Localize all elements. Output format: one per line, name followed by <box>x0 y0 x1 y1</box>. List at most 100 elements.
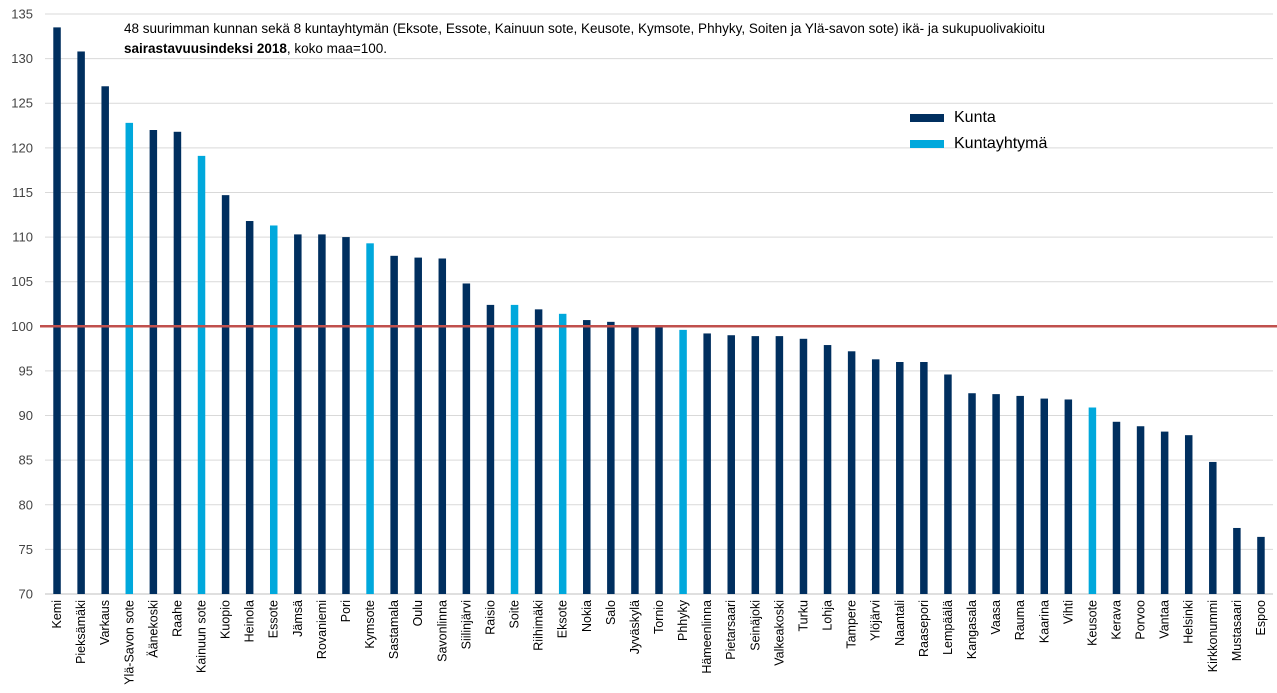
x-tick-label: Tornio <box>652 600 666 634</box>
x-tick-label: Naantali <box>893 600 907 646</box>
bar-riihimäki <box>534 309 543 594</box>
bar-kirkkonummi <box>1209 461 1217 594</box>
bar-oulu <box>414 257 422 594</box>
x-tick-label: Vantaa <box>1158 600 1172 639</box>
y-tick-label: 115 <box>12 185 33 200</box>
chart-title: 48 suurimman kunnan sekä 8 kuntayhtymän … <box>124 19 1244 59</box>
x-tick-label: Oulu <box>411 600 425 626</box>
x-tick-label: Kerava <box>1109 600 1123 640</box>
bar-jämsä <box>294 234 302 594</box>
x-tick-label: Varkaus <box>98 600 112 645</box>
x-tick-label: Keusote <box>1085 600 1099 646</box>
x-tick-label: Lempäälä <box>941 600 955 655</box>
x-tick-label: Valkeakoski <box>772 600 786 666</box>
x-tick-label: Kymsote <box>363 600 377 649</box>
bar-heinola <box>245 221 254 594</box>
bar-salo <box>607 321 615 594</box>
x-tick-label: Vaasa <box>989 600 1003 635</box>
legend-swatch-kunta <box>910 114 944 122</box>
x-tick-label: Nokia <box>580 600 594 632</box>
x-tick-label: Hämeenlinna <box>700 600 714 674</box>
bar-ylä-savon-sote <box>125 122 134 594</box>
x-tick-label: Rauma <box>1013 600 1027 640</box>
bar-pori <box>342 237 350 595</box>
legend-label-kunta: Kunta <box>954 109 996 126</box>
bar-espoo <box>1257 536 1265 594</box>
x-tick-label: Seinäjoki <box>748 600 762 651</box>
y-tick-label: 95 <box>19 363 33 378</box>
bar-phhyky <box>679 329 687 594</box>
x-tick-label: Helsinki <box>1182 600 1196 644</box>
bar-rauma <box>1016 395 1024 594</box>
x-tick-label: Kaarina <box>1037 600 1051 643</box>
bar-nokia <box>583 320 591 594</box>
y-tick-label: 75 <box>19 542 33 557</box>
title-bold: sairastavuusindeksi 2018 <box>124 41 287 56</box>
x-tick-label: Eksote <box>556 600 570 638</box>
y-tick-label: 85 <box>19 453 33 468</box>
x-tick-label: Porvoo <box>1134 600 1148 640</box>
bar-turku <box>799 338 808 594</box>
x-tick-label: Pieksämäki <box>74 600 88 664</box>
y-tick-label: 80 <box>19 497 33 512</box>
x-tick-label: Kainuun sote <box>195 600 209 673</box>
x-tick-label: Soite <box>508 600 522 629</box>
x-tick-label: Espoo <box>1254 600 1268 635</box>
bar-hämeenlinna <box>703 333 711 594</box>
bar-kangasala <box>968 393 976 594</box>
bar-kainuun-sote <box>197 155 206 594</box>
bar-essote <box>269 225 278 594</box>
y-tick-label: 105 <box>11 274 33 289</box>
x-tick-label: Raisio <box>483 600 497 635</box>
bar-varkaus <box>101 86 109 595</box>
bar-jyväskylä <box>631 325 639 594</box>
legend-item-kuntayhtyma: Kuntayhtymä <box>910 132 1047 156</box>
x-tick-label: Äänekoski <box>146 600 160 658</box>
bar-vantaa <box>1160 431 1169 594</box>
y-tick-label: 120 <box>11 140 33 155</box>
bar-vihti <box>1064 399 1073 594</box>
title-line1: 48 suurimman kunnan sekä 8 kuntayhtymän … <box>124 21 1045 36</box>
bar-vaasa <box>992 394 1000 594</box>
x-tick-label: Heinola <box>243 600 257 642</box>
legend: Kunta Kuntayhtymä <box>910 106 1047 158</box>
y-axis: 70 75 80 85 90 95 100 105 110 115 120 125 130 135 <box>11 7 33 602</box>
x-tick-label: Savonlinna <box>435 600 449 662</box>
x-tick-label: Siilinjärvi <box>459 600 473 649</box>
bar-kemi <box>53 27 61 594</box>
x-tick-label: Pori <box>339 600 353 622</box>
bar-lohja <box>823 345 832 594</box>
bar-seinäjoki <box>751 336 760 594</box>
bar-helsinki <box>1184 435 1193 594</box>
bar-soite <box>510 304 519 594</box>
x-tick-label: Vihti <box>1061 600 1075 624</box>
x-tick-label: Essote <box>267 600 281 638</box>
bar-keusote <box>1088 407 1097 594</box>
title-rest: , koko maa=100. <box>286 41 388 56</box>
x-tick-label: Turku <box>796 600 810 632</box>
x-tick-label: Ylöjärvi <box>869 600 883 641</box>
bar-porvoo <box>1136 426 1145 594</box>
x-tick-label: Pietarsaari <box>724 600 738 660</box>
bar-tampere <box>847 351 856 594</box>
y-tick-label: 130 <box>11 51 33 66</box>
bar-ylöjärvi <box>871 359 880 594</box>
bar-rovaniemi <box>318 234 326 594</box>
y-tick-label: 70 <box>19 587 33 602</box>
bar-raisio <box>486 304 495 594</box>
bar-kerava <box>1112 421 1121 594</box>
x-tick-label: Phhyky <box>676 599 690 641</box>
bar-tornio <box>655 326 663 594</box>
x-tick-label: Mustasaari <box>1230 600 1244 661</box>
y-tick-label: 90 <box>19 408 33 423</box>
legend-label-kuntayhtyma: Kuntayhtymä <box>954 135 1048 152</box>
x-tick-label: Lohja <box>821 600 835 631</box>
x-tick-label: Jyväskylä <box>628 600 642 654</box>
y-tick-label: 125 <box>11 96 33 111</box>
bar-raasepori <box>920 362 928 594</box>
x-tick-label: Sastamala <box>387 600 401 659</box>
x-axis: Kemi Pieksämäki Varkaus Ylä-Savon sote Äänek… <box>50 599 1268 685</box>
bar-mustasaari <box>1233 527 1241 594</box>
x-tick-label: Raasepori <box>917 600 931 657</box>
x-tick-label: Jämsä <box>291 600 305 637</box>
